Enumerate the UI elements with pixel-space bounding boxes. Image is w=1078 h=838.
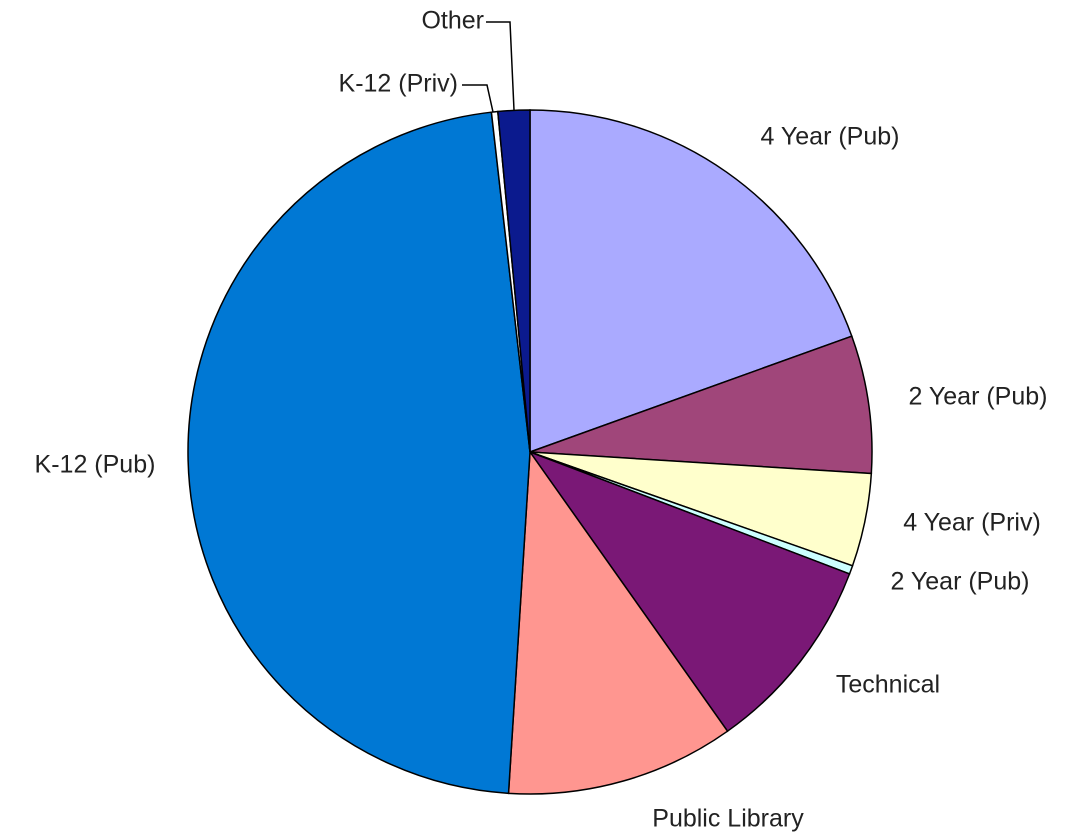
slice-label: 4 Year (Priv) (903, 509, 1041, 537)
slice-label: Technical (836, 671, 940, 699)
pie-slice (529, 109, 853, 454)
slice-label: Other (421, 7, 484, 35)
leader-line (462, 84, 494, 113)
slice-label: 4 Year (Pub) (761, 123, 900, 151)
pie-slice (527, 450, 851, 733)
pie-slice (496, 109, 531, 453)
slice-label: K-12 (Pub) (35, 451, 156, 479)
pie-slice (529, 335, 873, 475)
slice-label: K-12 (Priv) (339, 70, 458, 98)
leader-line (486, 21, 515, 111)
slice-label: 2 Year (Pub) (909, 383, 1048, 411)
slice-label: 2 Year (Pub) (891, 568, 1030, 596)
slice-label: Public Library (652, 805, 804, 833)
pie-slice (507, 449, 729, 795)
pie-slice (187, 111, 531, 795)
